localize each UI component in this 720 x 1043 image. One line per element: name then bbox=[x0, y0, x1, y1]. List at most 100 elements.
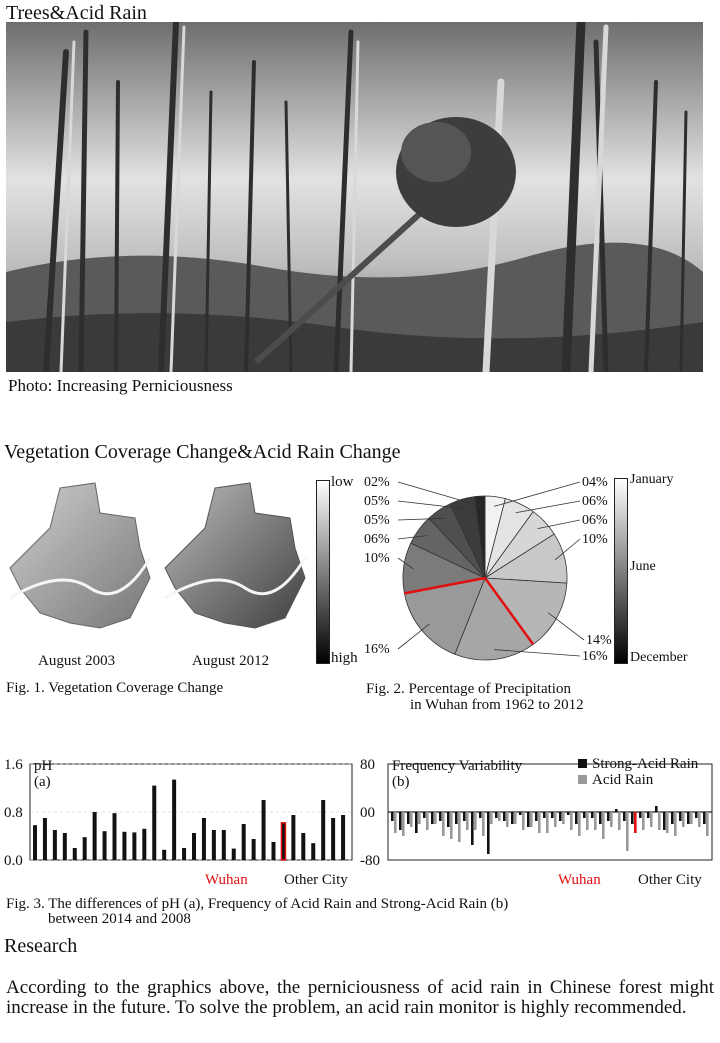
forest-photo bbox=[6, 22, 703, 372]
bar bbox=[201, 818, 206, 860]
bar-strong-acid bbox=[511, 812, 514, 824]
pie-label: 10% bbox=[582, 532, 608, 547]
bar-strong-acid bbox=[479, 812, 482, 818]
bar bbox=[271, 842, 276, 860]
photo-caption: Photo: Increasing Perniciousness bbox=[8, 376, 233, 395]
map-right-label: August 2012 bbox=[192, 653, 270, 669]
frequency-bar-chart: 80 00 -80 Frequency Variability (b) Strong-Ac… bbox=[360, 756, 720, 891]
bar-strong-acid bbox=[527, 812, 530, 827]
bar bbox=[301, 833, 306, 860]
bar-strong-acid bbox=[631, 812, 634, 824]
bar-acid bbox=[426, 812, 429, 830]
y-tick-label: 0.0 bbox=[4, 853, 23, 869]
bar-acid bbox=[554, 812, 557, 827]
bar bbox=[192, 833, 196, 860]
bar bbox=[321, 800, 326, 860]
bar-acid bbox=[450, 812, 453, 839]
bar-strong-acid bbox=[471, 812, 474, 845]
pie-leader-line bbox=[494, 649, 581, 657]
bar-acid bbox=[402, 812, 405, 836]
bar-acid bbox=[522, 812, 525, 830]
bar-acid bbox=[642, 812, 645, 830]
bar-strong-acid bbox=[543, 812, 546, 818]
bar-strong-acid bbox=[455, 812, 458, 824]
bar-strong-acid bbox=[559, 812, 562, 821]
bar-acid bbox=[434, 812, 437, 824]
pie-label: 10% bbox=[364, 551, 390, 566]
bar-acid bbox=[706, 812, 709, 836]
pie-label: 16% bbox=[364, 642, 390, 657]
precip-pie-chart: 04% 06% 06% 10% 14% 16% 16% 10% 06% 05% 05% 02% bbox=[360, 470, 620, 670]
bar bbox=[132, 832, 137, 860]
bar bbox=[261, 800, 266, 860]
bar-strong-acid bbox=[575, 812, 578, 824]
legend-label: Acid Rain bbox=[592, 772, 654, 788]
bar bbox=[172, 779, 177, 860]
bar-strong-acid bbox=[671, 812, 674, 824]
bar-strong-acid bbox=[639, 812, 642, 818]
bar bbox=[221, 830, 226, 860]
bar bbox=[122, 831, 127, 860]
pie-label: 16% bbox=[582, 649, 608, 664]
bar-acid bbox=[546, 812, 549, 833]
bar bbox=[331, 818, 336, 860]
pie-label: 06% bbox=[582, 513, 608, 528]
bar-strong-acid bbox=[519, 812, 522, 815]
pie-highlight-line bbox=[483, 577, 535, 646]
bar-strong-acid bbox=[487, 812, 490, 854]
bar bbox=[251, 839, 256, 860]
pie-slice bbox=[454, 577, 534, 661]
bar-strong-acid bbox=[567, 812, 570, 815]
bar-strong-acid bbox=[503, 812, 506, 821]
bar-strong-acid bbox=[535, 812, 538, 821]
bar-strong-acid bbox=[679, 812, 682, 821]
legend-june: June bbox=[630, 559, 656, 574]
month-legend-bar bbox=[614, 478, 628, 664]
y-tick-label: 0.8 bbox=[4, 805, 23, 821]
bar-strong-acid bbox=[607, 812, 610, 821]
pie-leader-line bbox=[397, 623, 430, 650]
bar-strong-acid bbox=[687, 812, 690, 824]
bar bbox=[82, 837, 87, 860]
bar-acid bbox=[498, 812, 501, 821]
bar-acid bbox=[578, 812, 581, 836]
bar-acid bbox=[666, 812, 669, 833]
fig1-caption: Fig. 1. Vegetation Coverage Change bbox=[6, 680, 224, 696]
fig3-caption-line1: Fig. 3. The differences of pH (a), Frequ… bbox=[6, 896, 509, 912]
bar-acid bbox=[570, 812, 573, 830]
pie-leader-line bbox=[554, 538, 581, 561]
bar bbox=[42, 818, 47, 860]
coverage-legend-bar bbox=[316, 480, 330, 664]
bar-acid bbox=[626, 812, 629, 851]
map-2003 bbox=[9, 482, 151, 629]
bar-strong-acid bbox=[447, 812, 450, 827]
y-tick-label: -80 bbox=[360, 853, 380, 869]
bar bbox=[92, 812, 97, 860]
bar bbox=[341, 815, 346, 860]
bar-acid bbox=[610, 812, 613, 827]
bar-acid bbox=[674, 812, 677, 836]
bar-strong-acid bbox=[591, 812, 594, 818]
legend-high-label: high bbox=[331, 650, 358, 666]
bar-strong-acid bbox=[439, 812, 442, 821]
bar-acid bbox=[394, 812, 397, 833]
bar-acid bbox=[618, 812, 621, 830]
pie-label: 04% bbox=[582, 475, 608, 490]
bar-strong-acid bbox=[615, 809, 618, 812]
bar bbox=[142, 828, 147, 860]
ph-bar-chart: 1.6 0.8 0.0 pH (a) Wuhan Other City bbox=[0, 756, 360, 891]
bar-strong-acid bbox=[423, 812, 426, 818]
bar-strong-acid bbox=[431, 812, 434, 824]
research-title: Research bbox=[4, 935, 78, 957]
legend-label: Strong-Acid Rain bbox=[592, 756, 699, 772]
pie-leader-line bbox=[397, 535, 427, 540]
bar-strong-acid bbox=[623, 812, 626, 821]
bar bbox=[162, 849, 167, 860]
panel-label: (a) bbox=[34, 774, 51, 790]
bar-strong-acid bbox=[391, 812, 394, 821]
y-axis-label: Frequency Variability bbox=[392, 758, 523, 774]
bar-acid bbox=[506, 812, 509, 827]
bar-strong-acid bbox=[647, 812, 650, 818]
pie-leader-line bbox=[537, 519, 581, 529]
legend-swatch bbox=[578, 775, 587, 784]
